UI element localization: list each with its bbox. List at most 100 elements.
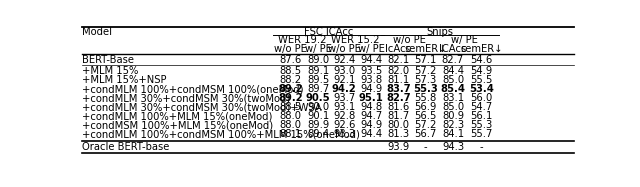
Text: 94.4: 94.4 <box>360 55 382 65</box>
Text: 93.3: 93.3 <box>333 129 355 140</box>
Text: 81.6: 81.6 <box>387 102 410 112</box>
Text: w/o PE: w/o PE <box>393 35 426 45</box>
Text: 89.4: 89.4 <box>307 129 329 140</box>
Text: 56.7: 56.7 <box>415 129 437 140</box>
Text: 94.4: 94.4 <box>360 129 382 140</box>
Text: 93.0: 93.0 <box>333 66 355 76</box>
Text: 94.8: 94.8 <box>360 102 382 112</box>
Text: 95.1: 95.1 <box>358 93 383 103</box>
Text: WER 15.2: WER 15.2 <box>331 35 380 45</box>
Text: IcAcc: IcAcc <box>385 44 412 54</box>
Text: -: - <box>480 142 484 152</box>
Text: 82.7: 82.7 <box>386 93 411 103</box>
Text: 82.3: 82.3 <box>442 120 464 130</box>
Text: 85.0: 85.0 <box>442 102 464 112</box>
Text: 88.5: 88.5 <box>280 102 302 112</box>
Text: 55.5: 55.5 <box>470 75 493 85</box>
Text: 93.8: 93.8 <box>360 75 382 85</box>
Text: 56.1: 56.1 <box>470 111 493 121</box>
Text: 94.9: 94.9 <box>360 84 382 94</box>
Text: 89.7: 89.7 <box>307 84 329 94</box>
Text: 89.5: 89.5 <box>307 75 329 85</box>
Text: 56.5: 56.5 <box>415 111 437 121</box>
Text: 90.5: 90.5 <box>306 93 330 103</box>
Text: +condMLM 100%+condMSM 100%+MLM 15%(oneMod): +condMLM 100%+condMSM 100%+MLM 15%(oneMo… <box>83 129 360 140</box>
Text: 56.9: 56.9 <box>415 102 437 112</box>
Text: w/ PE: w/ PE <box>358 44 385 54</box>
Text: 56.0: 56.0 <box>470 93 493 103</box>
Text: 89.2: 89.2 <box>278 93 303 103</box>
Text: 54.7: 54.7 <box>470 102 493 112</box>
Text: 90.1: 90.1 <box>307 111 329 121</box>
Text: 85.4: 85.4 <box>440 84 465 94</box>
Text: 83.1: 83.1 <box>442 93 464 103</box>
Text: +condMLM 30%+condMSM 30%(twoMod)+WSA: +condMLM 30%+condMSM 30%(twoMod)+WSA <box>83 102 322 112</box>
Text: 94.2: 94.2 <box>332 84 356 94</box>
Text: 92.1: 92.1 <box>333 75 356 85</box>
Text: -: - <box>424 142 428 152</box>
Text: w/ PE: w/ PE <box>451 35 478 45</box>
Text: +MLM 15%: +MLM 15% <box>83 66 139 76</box>
Text: 82.1: 82.1 <box>387 55 410 65</box>
Text: 57.3: 57.3 <box>415 75 437 85</box>
Text: 82.0: 82.0 <box>387 66 410 76</box>
Text: 88.0: 88.0 <box>280 111 302 121</box>
Text: 92.8: 92.8 <box>333 111 355 121</box>
Text: Model: Model <box>83 27 113 37</box>
Text: 81.1: 81.1 <box>387 75 410 85</box>
Text: +condMSM 100%+MLM 15%(oneMod): +condMSM 100%+MLM 15%(oneMod) <box>83 120 274 130</box>
Text: 84.4: 84.4 <box>442 66 464 76</box>
Text: 55.3: 55.3 <box>413 84 438 94</box>
Text: +MLM 15%+NSP: +MLM 15%+NSP <box>83 75 167 85</box>
Text: 87.6: 87.6 <box>280 55 302 65</box>
Text: 93.5: 93.5 <box>360 66 382 76</box>
Text: 82.7: 82.7 <box>442 55 464 65</box>
Text: BERT-Base: BERT-Base <box>83 55 134 65</box>
Text: 89.9: 89.9 <box>307 120 329 130</box>
Text: 89.1: 89.1 <box>307 66 329 76</box>
Text: 89.2: 89.2 <box>278 84 303 94</box>
Text: 94.7: 94.7 <box>360 111 382 121</box>
Text: Oracle BERT-base: Oracle BERT-base <box>83 142 170 152</box>
Text: semER↓: semER↓ <box>461 44 503 54</box>
Text: 93.9: 93.9 <box>387 142 410 152</box>
Text: 55.8: 55.8 <box>415 93 437 103</box>
Text: 94.9: 94.9 <box>360 120 382 130</box>
Text: 88.2: 88.2 <box>280 75 302 85</box>
Text: 54.9: 54.9 <box>470 66 493 76</box>
Text: 55.7: 55.7 <box>470 129 493 140</box>
Text: Snips: Snips <box>427 27 454 37</box>
Text: 88.1: 88.1 <box>280 129 302 140</box>
Text: 88.5: 88.5 <box>280 66 302 76</box>
Text: 90.0: 90.0 <box>307 102 329 112</box>
Text: 93.7: 93.7 <box>333 93 355 103</box>
Text: +condMLM 100%+MLM 15%(oneMod): +condMLM 100%+MLM 15%(oneMod) <box>83 111 273 121</box>
Text: 85.0: 85.0 <box>442 75 464 85</box>
Text: 80.0: 80.0 <box>387 120 410 130</box>
Text: 89.0: 89.0 <box>307 55 329 65</box>
Text: 57.2: 57.2 <box>415 120 437 130</box>
Text: FSC ICAcc: FSC ICAcc <box>304 27 353 37</box>
Text: 57.1: 57.1 <box>415 55 437 65</box>
Text: 88.0: 88.0 <box>280 120 302 130</box>
Text: w/ PE: w/ PE <box>305 44 332 54</box>
Text: w/o PE: w/o PE <box>275 44 307 54</box>
Text: 55.3: 55.3 <box>470 120 493 130</box>
Text: WER 19.2: WER 19.2 <box>278 35 326 45</box>
Text: semER↓: semER↓ <box>404 44 447 54</box>
Text: 81.3: 81.3 <box>387 129 410 140</box>
Text: 54.6: 54.6 <box>470 55 493 65</box>
Text: w/o PE: w/o PE <box>328 44 361 54</box>
Text: +condMLM 30%+condMSM 30%(twoMod): +condMLM 30%+condMSM 30%(twoMod) <box>83 93 291 103</box>
Text: 94.3: 94.3 <box>442 142 464 152</box>
Text: 83.7: 83.7 <box>386 84 411 94</box>
Text: 81.7: 81.7 <box>387 111 410 121</box>
Text: 92.4: 92.4 <box>333 55 355 65</box>
Text: 84.1: 84.1 <box>442 129 464 140</box>
Text: 80.9: 80.9 <box>442 111 464 121</box>
Text: 92.6: 92.6 <box>333 120 356 130</box>
Text: 53.4: 53.4 <box>469 84 494 94</box>
Text: ICAcc: ICAcc <box>439 44 467 54</box>
Text: 93.1: 93.1 <box>333 102 355 112</box>
Text: 57.2: 57.2 <box>415 66 437 76</box>
